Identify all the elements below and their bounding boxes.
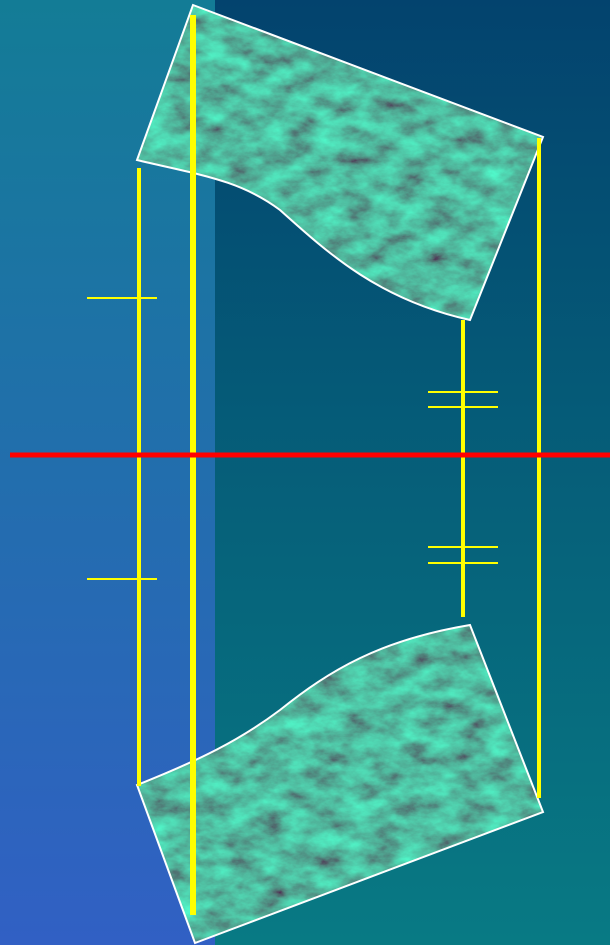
top-outline: [135, 3, 545, 322]
yellow-lines: [87, 15, 541, 915]
bottom-outline: [135, 623, 545, 945]
